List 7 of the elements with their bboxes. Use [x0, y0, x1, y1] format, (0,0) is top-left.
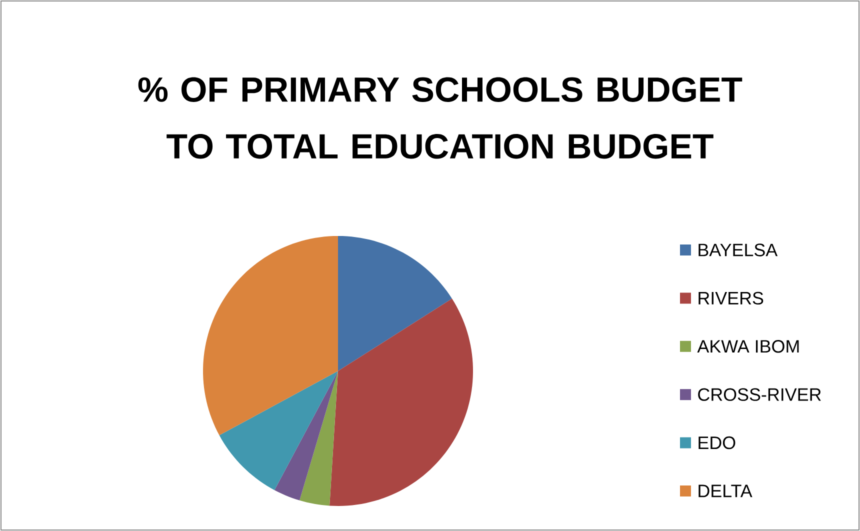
- chart-title: % OF PRIMARY SCHOOLS BUDGET TO TOTAL EDUCATION BUDGET: [138, 77, 742, 159]
- legend-label: CROSS-RIVER: [698, 388, 821, 401]
- legend-label: BAYELSA: [698, 244, 778, 256]
- legend-label: AKWA IBOM: [697, 340, 799, 353]
- legend-label: RIVERS: [698, 292, 764, 305]
- legend-label: DELTA: [698, 484, 752, 498]
- legend-label: EDO: [698, 436, 736, 450]
